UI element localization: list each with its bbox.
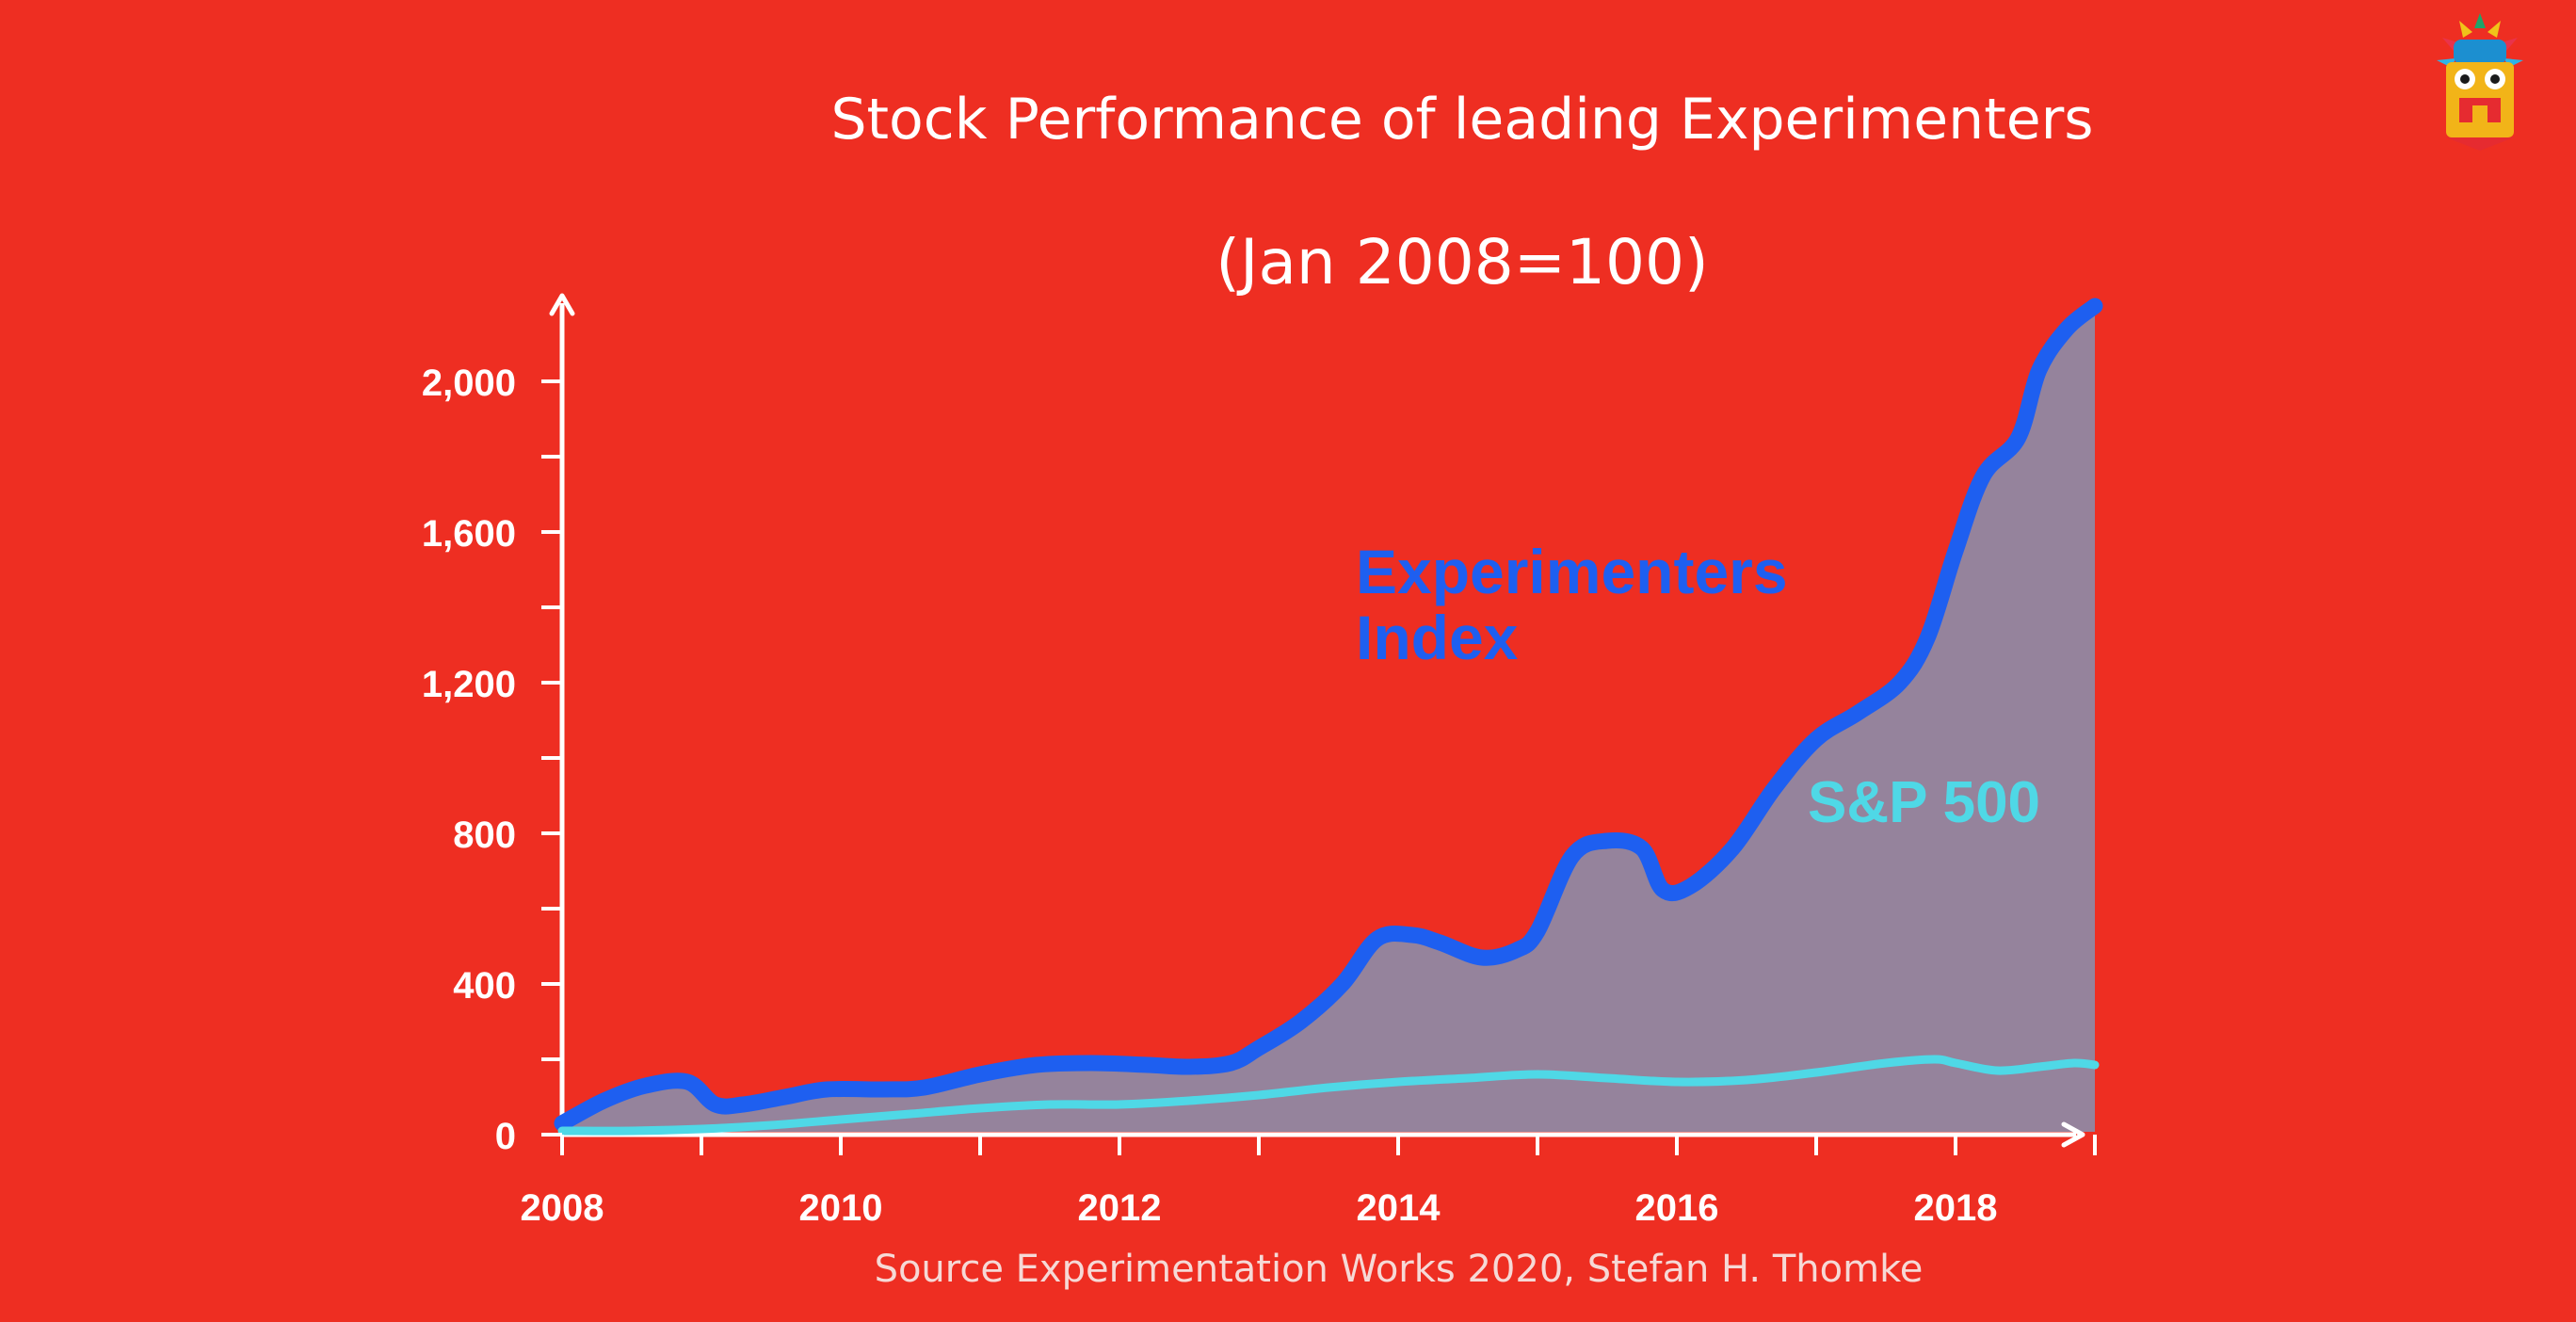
x-tick-label: 2008 [521, 1187, 604, 1229]
experimenters-index-label: Experimenters [1356, 537, 1788, 606]
experimenters-area-fill [562, 306, 2095, 1132]
x-tick-label: 2018 [1914, 1187, 1998, 1229]
x-tick-label: 2010 [799, 1187, 883, 1229]
y-tick-label: 800 [453, 814, 516, 856]
chart-subtitle: (Jan 2008=100) [1216, 226, 1709, 298]
y-tick-label: 1,200 [422, 664, 516, 705]
x-axis-arrow [2061, 1121, 2085, 1148]
y-tick-label: 1,600 [422, 513, 516, 555]
x-tick-label: 2012 [1078, 1187, 1162, 1229]
x-tick-label: 2014 [1357, 1187, 1441, 1229]
sp500-line [557, 1055, 2100, 1136]
y-axis-arrow [549, 293, 575, 316]
x-tick-label: 2016 [1635, 1187, 1719, 1229]
mascot-logo-icon [2437, 13, 2523, 151]
experimenters-index-line [554, 298, 2103, 1132]
y-tick-label: 400 [453, 965, 516, 1007]
experimenters-index-label: Index [1356, 603, 1519, 672]
source-caption: Source Experimentation Works 2020, Stefa… [874, 1248, 1924, 1291]
y-tick-label: 0 [495, 1116, 516, 1157]
chart-title: Stock Performance of leading Experimente… [830, 87, 2094, 153]
sp500-label: S&P 500 [1808, 770, 2040, 835]
y-tick-label: 2,000 [422, 363, 516, 404]
